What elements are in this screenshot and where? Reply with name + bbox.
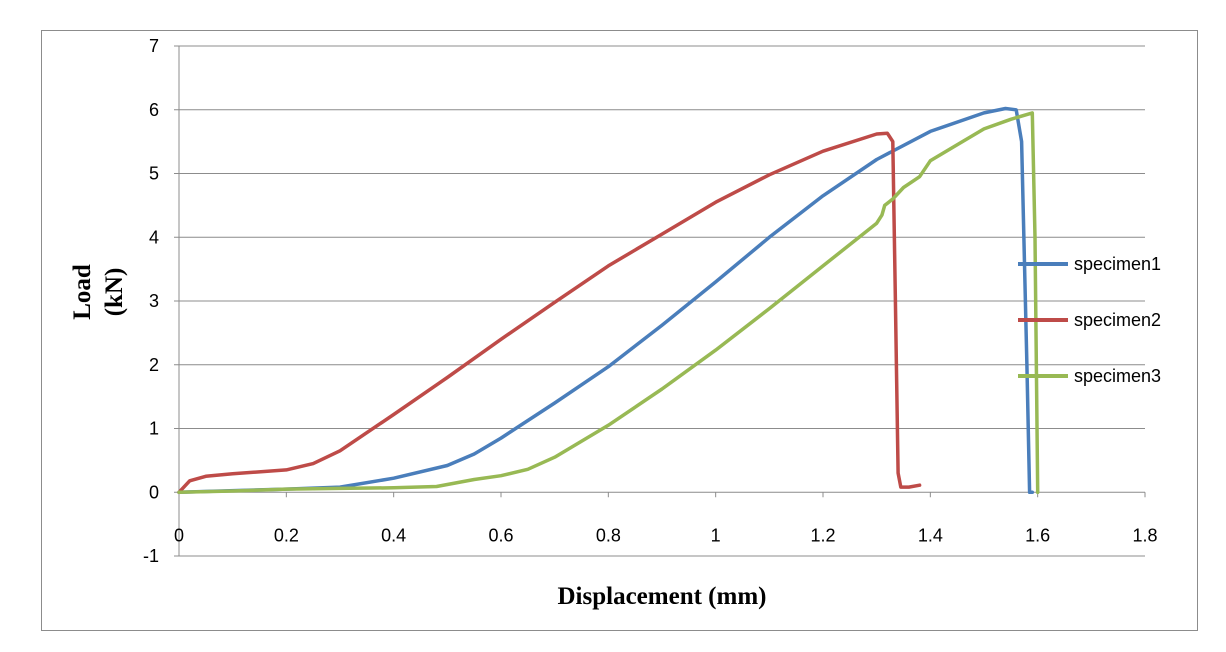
series-lines (177, 106, 1040, 495)
x-tick-label: 0 (174, 525, 184, 545)
x-tick-label: 1.8 (1132, 525, 1157, 545)
x-tick-label: 0.6 (488, 525, 513, 545)
y-tick-label: 6 (149, 100, 159, 120)
y-tick-label: 3 (149, 291, 159, 311)
gridlines (179, 45, 1145, 557)
x-tick-label: 1.2 (810, 525, 835, 545)
y-tick-label: 2 (149, 355, 159, 375)
y-tick-label: 7 (149, 36, 159, 56)
x-tick-label: 1.4 (918, 525, 943, 545)
y-tick-label: -1 (143, 546, 159, 566)
x-tick-label: 1.6 (1025, 525, 1050, 545)
x-tick-label: 1 (711, 525, 721, 545)
tick-labels: -1 0 1 2 3 4 5 6 7 0 0.2 0.4 0.6 0.8 1 1.2 1.4 1.6 1.8 (143, 36, 1158, 566)
axes (174, 45, 1146, 557)
legend-label-specimen1: specimen1 (1074, 254, 1161, 274)
chart-frame (41, 30, 1198, 631)
x-tick-label: 0.8 (596, 525, 621, 545)
x-axis-title: Displacement (mm) (558, 583, 767, 610)
series-line-specimen2 (177, 131, 922, 495)
y-tick-label: 5 (149, 164, 159, 184)
y-axis-title-line2: (kN) (101, 268, 128, 317)
series-line-specimen1 (177, 106, 1035, 495)
y-tick-label: 1 (149, 419, 159, 439)
x-tick-label: 0.2 (274, 525, 299, 545)
y-tick-label: 0 (149, 482, 159, 502)
y-tick-label: 4 (149, 227, 159, 247)
legend-label-specimen2: specimen2 (1074, 310, 1161, 330)
y-axis-title-line1: Load (69, 264, 96, 320)
legend: specimen1 specimen2 specimen3 (1018, 254, 1161, 386)
x-tick-label: 0.4 (381, 525, 406, 545)
series-line-specimen3 (177, 111, 1040, 495)
legend-label-specimen3: specimen3 (1074, 366, 1161, 386)
y-axis-title: Load (kN) (69, 264, 128, 320)
